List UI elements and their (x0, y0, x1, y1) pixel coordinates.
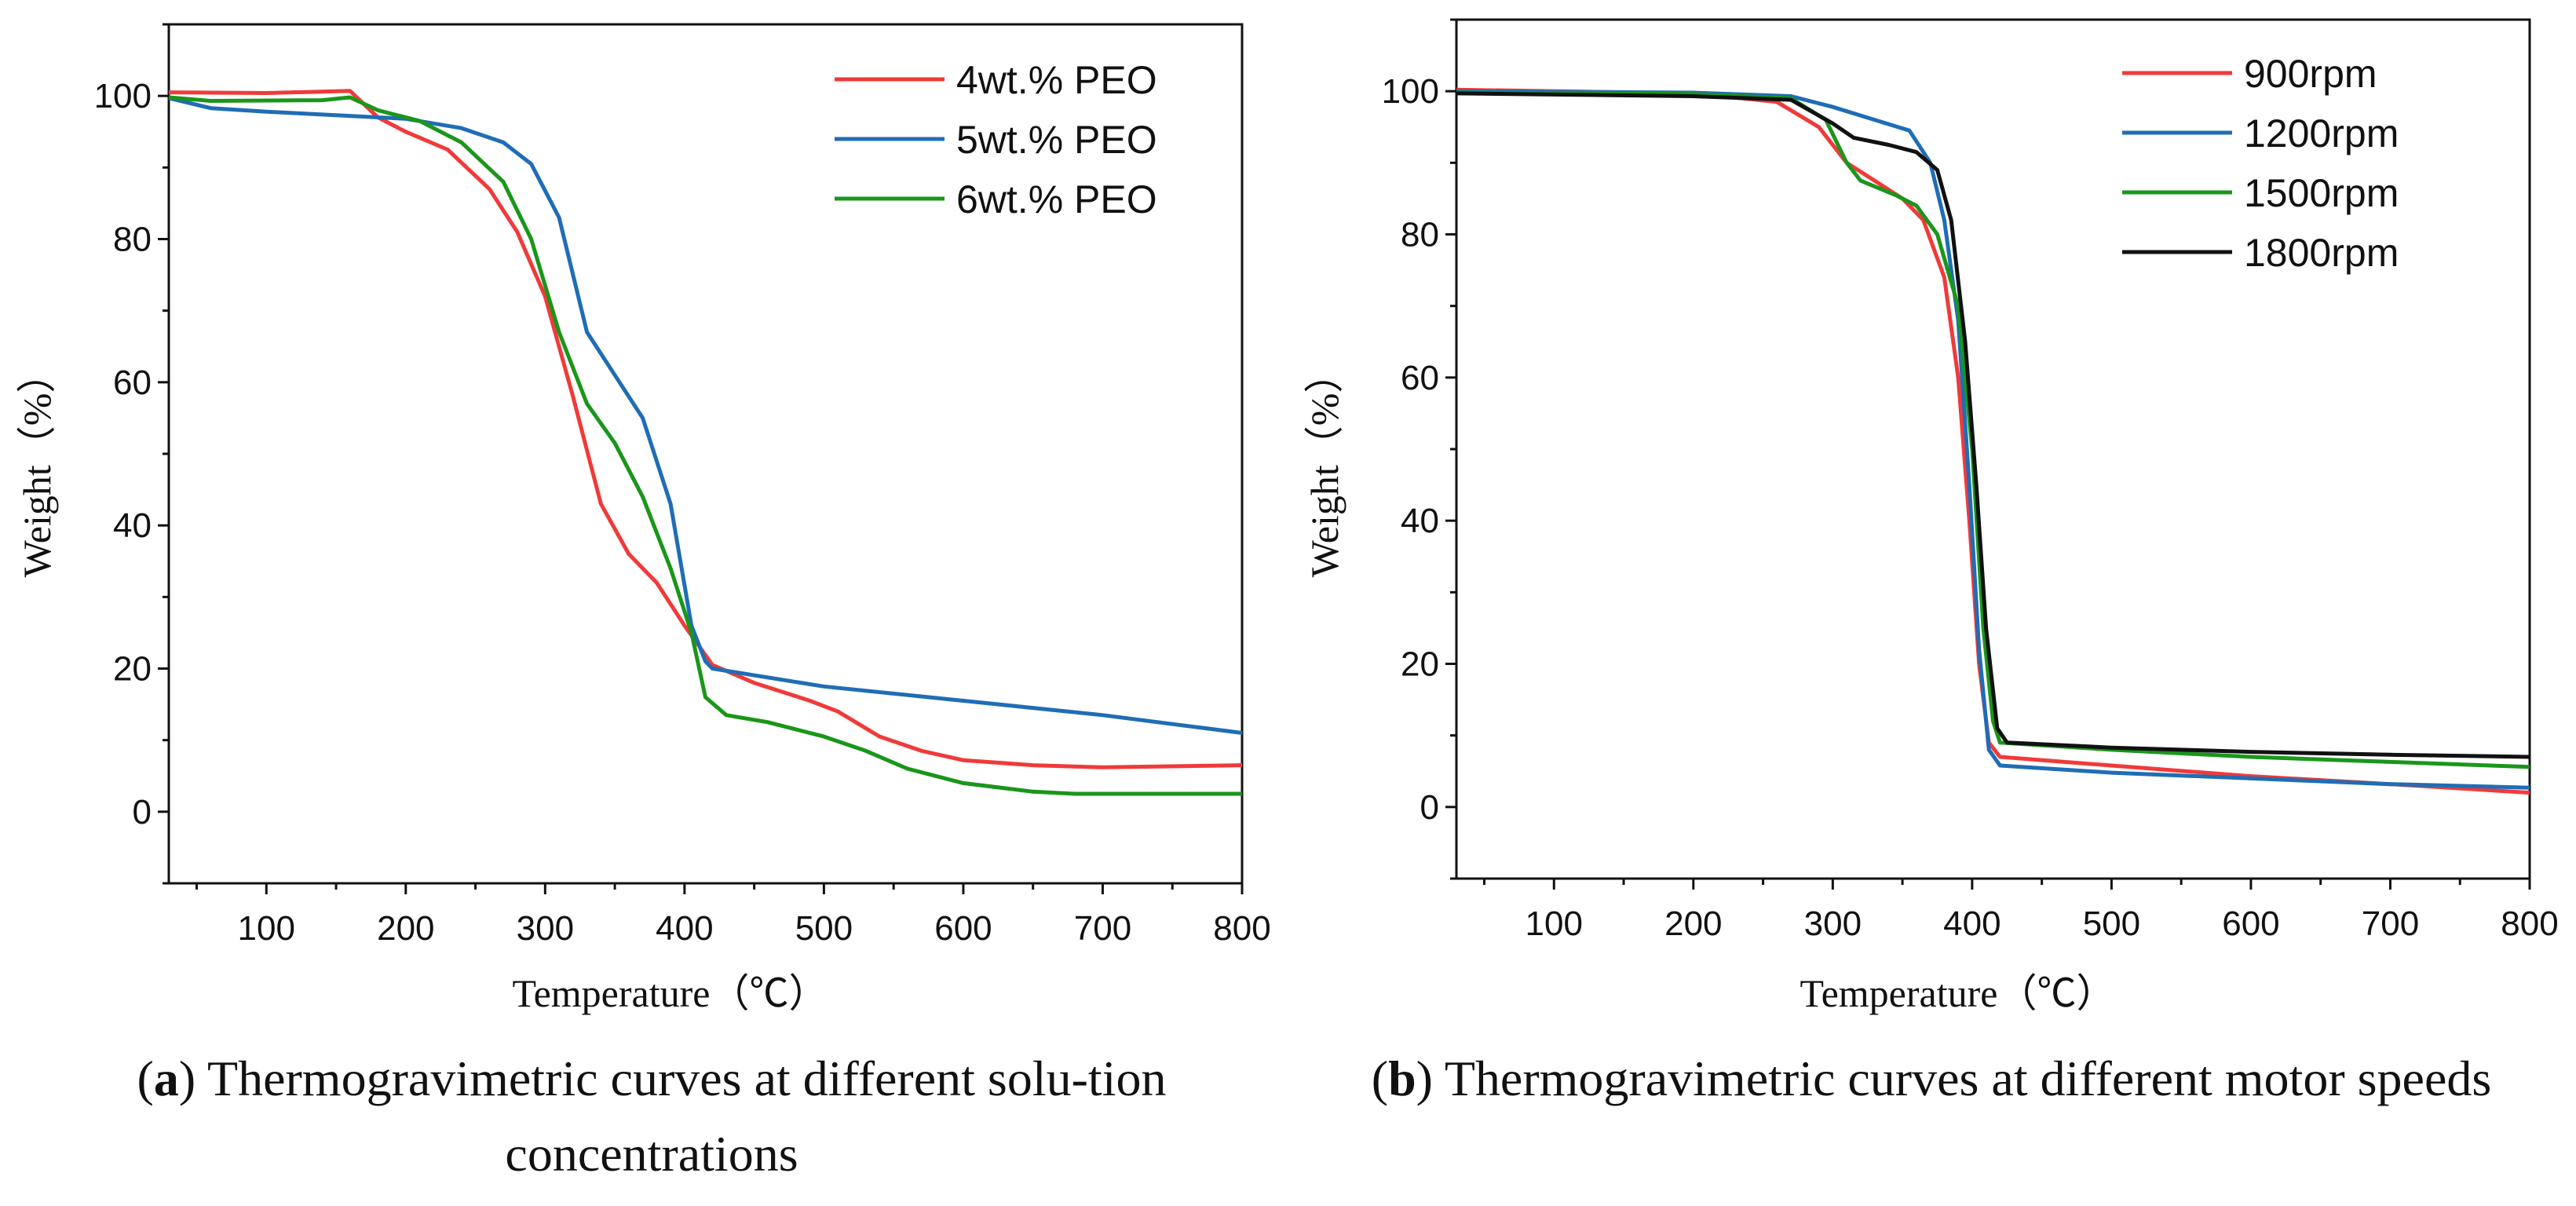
series-line-6wt-peo (168, 95, 1242, 796)
x-tick-label: 300 (1804, 904, 1862, 943)
y-tick-label: 60 (1401, 359, 1439, 397)
caption-a-text: Thermogravimetric curves at different so… (206, 1051, 1167, 1182)
y-tick-label: 100 (94, 77, 152, 115)
caption-a-letter: a (153, 1051, 179, 1106)
y-tick-label: 0 (133, 793, 152, 831)
y-axis-title: Weight（%） (15, 354, 59, 578)
chart-a: 100 200 300 400 500 600 700 800 0 20 40 60 80 100 Temp… (15, 23, 1271, 1015)
legend-label: 6wt.% PEO (956, 177, 1157, 221)
legend-label: 1200rpm (2244, 111, 2399, 155)
x-tick-label: 100 (238, 909, 295, 948)
y-tick-label: 80 (113, 221, 152, 259)
series-line-5wt-peo (168, 96, 1243, 735)
y-tick-label: 80 (1401, 216, 1439, 254)
x-tick-label: 700 (2362, 904, 2419, 943)
x-tick-label: 300 (517, 909, 574, 948)
y-tick-label: 100 (1382, 72, 1439, 111)
y-tick-label: 40 (113, 506, 152, 545)
legend-label: 900rpm (2244, 52, 2377, 96)
caption-b: (b) Thermogravimetric curves at differen… (1371, 1051, 2492, 1106)
caption-b-letter: b (1388, 1051, 1416, 1106)
y-tick-label: 20 (113, 650, 152, 689)
x-tick-label: 100 (1526, 904, 1583, 943)
chart-b: 100 200 300 400 500 600 700 800 0 20 40 60 80 100 Temp… (1303, 18, 2559, 1015)
x-tick-label: 600 (2222, 904, 2279, 943)
series-line-1800rpm (1456, 91, 2530, 759)
x-tick-label: 400 (656, 909, 713, 948)
y-tick-label: 20 (1401, 645, 1439, 684)
x-tick-label: 200 (1664, 904, 1722, 943)
x-tick-label: 600 (934, 909, 992, 948)
y-axis-title: Weight（%） (1303, 354, 1346, 578)
series-line-900rpm (1456, 87, 2530, 795)
legend-label: 1500rpm (2244, 171, 2399, 215)
y-tick-label: 0 (1420, 788, 1439, 827)
x-tick-label: 700 (1074, 909, 1131, 948)
x-tick-label: 800 (1213, 909, 1270, 948)
x-tick-label: 800 (2501, 904, 2558, 943)
x-tick-label: 500 (795, 909, 853, 948)
legend-label: 5wt.% PEO (956, 118, 1157, 162)
x-tick-label: 200 (377, 909, 434, 948)
y-tick-label: 40 (1401, 502, 1439, 540)
caption-b-text: Thermogravimetric curves at different mo… (1444, 1051, 2492, 1106)
x-axis-title: Temperature（℃） (1800, 971, 2116, 1015)
x-tick-label: 500 (2083, 904, 2140, 943)
caption-a: (a) Thermogravimetric curves at differen… (137, 1051, 1167, 1182)
x-axis-title: Temperature（℃） (513, 971, 828, 1015)
y-tick-label: 60 (113, 364, 152, 402)
legend-label: 1800rpm (2244, 231, 2399, 275)
legend-label: 4wt.% PEO (956, 58, 1157, 102)
series-line-4wt-peo (168, 89, 1243, 769)
x-tick-label: 400 (1943, 904, 2001, 943)
